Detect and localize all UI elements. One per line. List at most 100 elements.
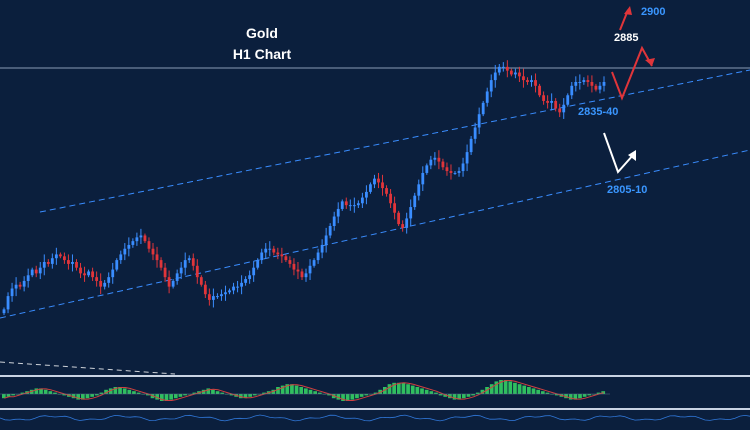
candle-body [602, 82, 606, 86]
oscillator-bar [596, 392, 601, 394]
candle-body [369, 184, 372, 192]
oscillator-bar [62, 394, 67, 396]
oscillator-bar [396, 382, 401, 394]
oscillator-bar [545, 392, 550, 394]
oscillator-bar [438, 394, 443, 396]
oscillator-bar [169, 394, 173, 400]
oscillator-bar [410, 385, 415, 394]
candle-body [598, 85, 602, 90]
candle-body [393, 203, 397, 213]
candle-body [522, 76, 525, 81]
candle-body [501, 66, 505, 68]
candle-body [220, 294, 223, 297]
oscillator-bar [540, 391, 545, 394]
oscillator-bar [313, 391, 318, 394]
alt-projection-arrowhead [628, 150, 636, 161]
oscillator-bar [80, 394, 85, 400]
oscillator-bar [359, 394, 364, 397]
oscillator-bar [364, 394, 369, 396]
oscillator-bar [71, 394, 76, 399]
oscillator-bar [104, 389, 108, 394]
candle-body [38, 267, 42, 274]
candle-body [171, 280, 175, 287]
candle-body [6, 296, 10, 310]
oscillator-bar [118, 387, 122, 394]
oscillator-bar [2, 394, 6, 399]
candle-body [594, 85, 598, 90]
oscillator-bar [252, 394, 257, 396]
oscillator-bar [517, 384, 522, 394]
candles-group [2, 60, 606, 316]
candle-body [111, 269, 115, 278]
oscillator-bar [271, 389, 276, 394]
oscillator-bar [238, 394, 243, 399]
oscillator-bar [136, 392, 141, 394]
candle-body [75, 262, 78, 268]
candle-body [365, 191, 368, 198]
candle-body [518, 72, 521, 77]
candle-body [123, 248, 127, 255]
oscillator-bar [406, 384, 410, 394]
oscillator-bar [424, 389, 429, 394]
candle-body [34, 269, 38, 274]
projection-up-arrowhead [624, 6, 632, 15]
candle-body [513, 72, 517, 75]
oscillator-bar [420, 388, 424, 394]
oscillator-bar [457, 394, 462, 400]
candle-body [542, 95, 545, 101]
candle-body [348, 205, 352, 207]
oscillator-bar [201, 389, 206, 394]
oscillator-bar [39, 388, 43, 394]
candle-body [224, 292, 227, 295]
candle-body [252, 267, 256, 276]
candle-body [58, 254, 62, 257]
oscillator-bar [146, 394, 150, 396]
candle-body [131, 241, 135, 245]
oscillator-bar [461, 394, 466, 399]
candle-body [240, 282, 243, 287]
oscillator-bar [327, 394, 331, 396]
candle-body [389, 193, 392, 204]
candle-body [280, 254, 284, 257]
candle-body [425, 165, 429, 173]
oscillator-bar [229, 394, 234, 396]
candle-body [79, 267, 82, 274]
oscillator-bar [573, 394, 578, 400]
candle-body [550, 100, 554, 103]
oscillator-bar [294, 385, 299, 394]
candle-body [328, 226, 332, 236]
oscillator-bar [304, 388, 308, 394]
oscillator-bar [554, 394, 559, 396]
candle-body [570, 85, 574, 96]
oscillator-bar [285, 384, 290, 394]
candle-body [316, 252, 320, 261]
candle-body [489, 80, 493, 92]
oscillator-bar [503, 380, 508, 394]
candle-body [228, 290, 231, 293]
candle-body [473, 127, 477, 139]
candle-body [566, 95, 570, 105]
oscillator-bar [350, 394, 355, 400]
oscillator-bar [336, 394, 341, 400]
candle-body [485, 91, 489, 103]
candle-body [308, 265, 312, 274]
oscillator-bar [587, 394, 592, 396]
candle-body [509, 70, 513, 75]
oscillator-bar [53, 392, 57, 394]
candle-body [360, 197, 364, 204]
candle-body [421, 172, 425, 185]
candle-body [497, 66, 501, 73]
oscillator-bar [11, 394, 16, 396]
candle-body [151, 248, 155, 255]
candle-body [107, 277, 111, 283]
candle-body [83, 273, 86, 276]
candle-body [417, 184, 421, 196]
oscillator-bar [99, 392, 104, 394]
candle-body [248, 275, 252, 280]
channel-lower-line [0, 149, 750, 319]
candle-body [127, 244, 131, 249]
candle-body [167, 277, 171, 287]
candle-body [216, 296, 219, 298]
candle-body [91, 271, 95, 278]
